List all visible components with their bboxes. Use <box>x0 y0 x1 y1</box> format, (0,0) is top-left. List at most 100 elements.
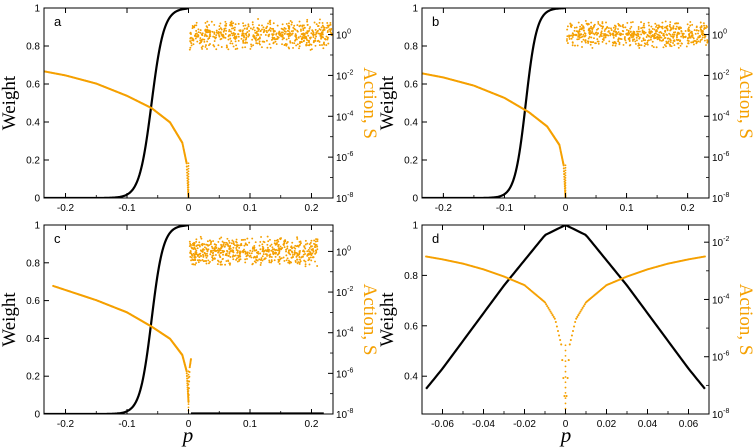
action-point <box>665 45 667 48</box>
action-point <box>272 33 275 36</box>
action-point <box>689 21 692 23</box>
action-point <box>300 37 303 40</box>
action-point <box>296 24 299 27</box>
action-point <box>706 39 709 41</box>
y-tick-label: 0.2 <box>26 372 40 383</box>
action-point <box>206 20 209 23</box>
action-point <box>225 22 228 25</box>
action-point <box>561 359 564 362</box>
action-point <box>692 40 695 43</box>
action-point <box>305 41 308 44</box>
action-point <box>289 40 292 43</box>
action-point <box>213 31 216 34</box>
action-point <box>650 30 653 33</box>
action-point <box>644 31 647 34</box>
action-point <box>695 29 698 32</box>
action-point <box>185 374 188 378</box>
action-point <box>273 242 276 245</box>
action-point <box>651 27 654 30</box>
action-point <box>579 28 582 30</box>
action-point <box>578 30 581 33</box>
action-point <box>674 27 677 30</box>
action-point <box>206 249 209 252</box>
action-point <box>225 29 228 32</box>
action-point <box>326 24 329 27</box>
action-point <box>206 240 209 243</box>
action-point <box>321 33 324 36</box>
action-point <box>607 30 610 33</box>
action-point <box>266 235 269 238</box>
action-point <box>252 246 254 249</box>
action-point <box>566 377 569 380</box>
action-point <box>656 36 659 39</box>
action-point <box>265 39 268 42</box>
action-point <box>665 25 668 28</box>
action-point <box>195 240 198 243</box>
action-point <box>308 41 310 44</box>
action-point <box>572 33 575 36</box>
action-point <box>655 24 658 27</box>
action-point <box>213 249 216 252</box>
action-point <box>287 32 290 35</box>
action-point <box>626 21 629 24</box>
action-point <box>295 37 298 39</box>
action-point <box>587 37 590 40</box>
action-point <box>318 44 321 47</box>
action-point <box>259 240 262 243</box>
action-point <box>588 33 591 36</box>
action-point <box>564 166 567 169</box>
action-point <box>229 24 232 27</box>
y2-tick-label: 10-2 <box>712 236 729 249</box>
action-point <box>195 253 197 256</box>
action-point <box>299 243 302 246</box>
action-point <box>269 245 272 247</box>
action-point <box>316 40 319 42</box>
action-point <box>269 29 272 32</box>
action-point <box>297 254 300 257</box>
action-point <box>220 236 223 239</box>
action-point <box>702 22 705 25</box>
action-point <box>682 35 685 38</box>
action-point <box>242 41 245 44</box>
action-point <box>207 259 210 262</box>
action-point <box>268 255 271 258</box>
action-point <box>287 251 290 254</box>
action-point <box>223 245 226 248</box>
action-point <box>289 249 292 251</box>
action-point <box>213 257 216 260</box>
action-point <box>226 250 229 253</box>
action-point <box>194 256 197 259</box>
action-point <box>286 247 289 250</box>
action-point <box>275 32 278 35</box>
action-point <box>199 31 202 34</box>
action-point <box>290 23 293 26</box>
action-point <box>276 35 279 38</box>
action-point <box>580 40 583 43</box>
y-axis-label: Weight <box>0 292 20 347</box>
action-point <box>217 44 220 47</box>
x-axis-label: p <box>181 423 194 447</box>
action-point <box>190 259 193 262</box>
action-point <box>235 258 238 261</box>
action-point <box>594 42 597 45</box>
action-point <box>643 22 646 25</box>
action-point <box>617 40 620 43</box>
action-point <box>244 24 247 27</box>
action-point <box>268 28 271 31</box>
action-point <box>191 258 194 261</box>
y-tick-label: 0.4 <box>404 372 418 383</box>
x-tick-label: 0.06 <box>679 419 699 430</box>
action-point <box>236 47 239 50</box>
action-point <box>284 30 287 33</box>
action-point <box>564 402 567 405</box>
action-point <box>256 252 259 255</box>
action-point <box>246 257 248 260</box>
action-point <box>219 261 222 264</box>
action-point <box>205 262 208 265</box>
action-point <box>187 406 190 409</box>
action-point <box>193 24 196 27</box>
action-point <box>261 28 263 31</box>
action-point <box>239 250 241 253</box>
action-point <box>268 261 271 264</box>
action-point <box>564 176 567 179</box>
